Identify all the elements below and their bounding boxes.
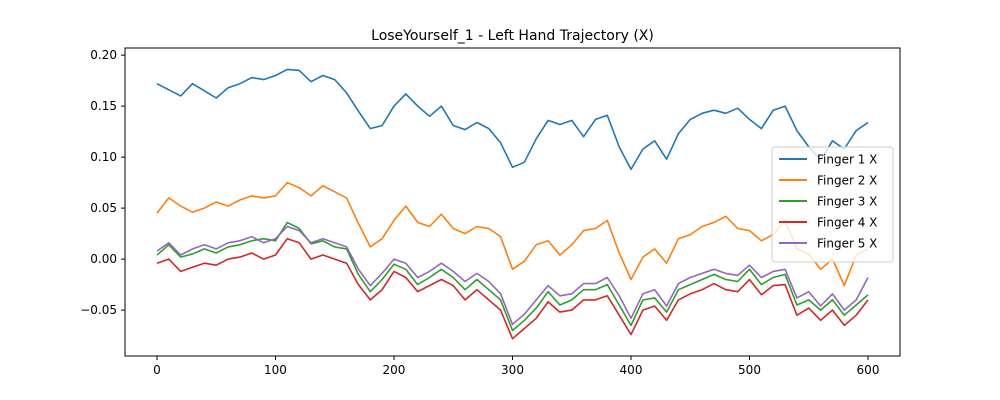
series-layer: [156, 68, 869, 340]
y-tick-label: 0.10: [90, 150, 117, 164]
y-tick-label: 0.00: [90, 252, 117, 266]
x-tick-label: 600: [857, 363, 880, 377]
y-tick-label: −0.05: [80, 303, 117, 317]
x-tick-label: 200: [383, 363, 406, 377]
x-tick-label: 400: [620, 363, 643, 377]
chart-title: LoseYourself_1 - Left Hand Trajectory (X…: [371, 28, 654, 44]
y-tick-label: 0.05: [90, 201, 117, 215]
legend-box: [771, 146, 894, 263]
legend-label: Finger 5 X: [817, 237, 877, 251]
x-tick-label: 100: [264, 363, 287, 377]
plot-area: [125, 48, 900, 356]
series-line-3: [156, 221, 869, 332]
y-tick-label: 0.15: [90, 99, 117, 113]
y-tick-label: 0.20: [90, 48, 117, 62]
legend-label: Finger 3 X: [817, 195, 877, 209]
x-tick-label: 0: [153, 363, 161, 377]
legend-label: Finger 2 X: [817, 174, 877, 188]
legend: Finger 1 X Finger 2 X Finger 3 X Finger 4 X…: [771, 146, 894, 263]
legend-label: Finger 1 X: [817, 153, 877, 167]
series-line-5: [156, 225, 869, 326]
series-line-4: [156, 237, 869, 340]
series-line-2: [156, 181, 869, 287]
legend-label: Finger 4 X: [817, 216, 877, 230]
x-axis: 0 100 200 300 400 500 600: [153, 356, 879, 377]
x-tick-label: 500: [738, 363, 761, 377]
series-line-1: [156, 68, 869, 171]
x-tick-label: 300: [501, 363, 524, 377]
y-axis: −0.05 0.00 0.05 0.10 0.15 0.20: [80, 48, 125, 317]
